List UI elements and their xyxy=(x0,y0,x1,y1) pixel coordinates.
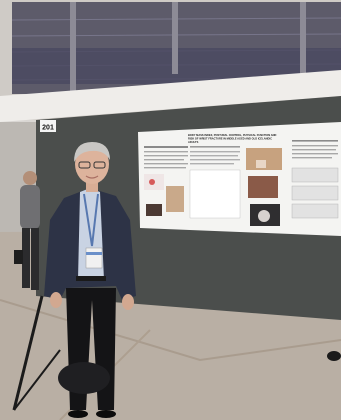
board-number: 201 xyxy=(42,125,54,132)
hair xyxy=(74,142,110,162)
left-hand xyxy=(50,292,62,308)
lanyard xyxy=(83,193,99,247)
mouth xyxy=(85,175,99,179)
column xyxy=(172,2,178,74)
face xyxy=(75,144,109,184)
glasses xyxy=(78,161,91,169)
poster-columns xyxy=(144,140,339,219)
shoe xyxy=(68,410,88,418)
right-hand xyxy=(122,294,134,310)
column xyxy=(300,2,306,90)
badge xyxy=(85,247,103,269)
board-leg xyxy=(12,295,44,411)
board-leg xyxy=(13,349,61,411)
board-number-tag xyxy=(40,120,56,132)
background-person xyxy=(14,171,40,290)
floor-object xyxy=(327,351,341,361)
poster-photos xyxy=(246,148,282,226)
balcony-band xyxy=(0,70,341,122)
floor-bag xyxy=(58,362,110,394)
poster-title: BODY MASS INDEX, POSTURAL CONTROL, PHYSI… xyxy=(188,133,277,144)
belt xyxy=(76,276,106,281)
floor-line xyxy=(0,299,341,362)
shoe xyxy=(96,410,116,418)
column xyxy=(70,2,76,94)
